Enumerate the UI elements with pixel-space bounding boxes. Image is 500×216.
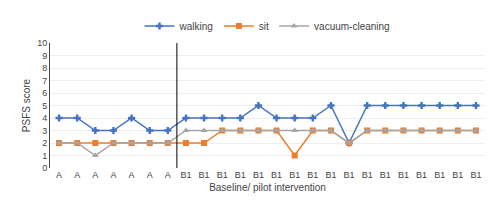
svg-text:A: A (74, 170, 80, 180)
svg-text:7: 7 (42, 76, 47, 86)
svg-text:B1: B1 (217, 170, 228, 180)
svg-text:B1: B1 (398, 170, 409, 180)
svg-text:B1: B1 (380, 170, 391, 180)
svg-text:B1: B1 (344, 170, 355, 180)
svg-text:B1: B1 (199, 170, 210, 180)
svg-text:3: 3 (42, 126, 47, 136)
svg-text:B1: B1 (362, 170, 373, 180)
svg-text:sit: sit (259, 21, 269, 32)
svg-text:5: 5 (42, 101, 47, 111)
svg-text:4: 4 (42, 113, 47, 123)
svg-text:B1: B1 (235, 170, 246, 180)
svg-text:A: A (147, 170, 153, 180)
svg-text:2: 2 (42, 138, 47, 148)
svg-text:B1: B1 (452, 170, 463, 180)
svg-text:A: A (110, 170, 116, 180)
svg-text:0: 0 (42, 163, 47, 173)
svg-text:B1: B1 (253, 170, 264, 180)
svg-text:B1: B1 (307, 170, 318, 180)
svg-text:A: A (129, 170, 135, 180)
svg-text:B1: B1 (180, 170, 191, 180)
svg-text:PSFS score: PSFS score (21, 78, 32, 132)
svg-text:9: 9 (42, 51, 47, 61)
svg-text:A: A (165, 170, 171, 180)
svg-text:B1: B1 (416, 170, 427, 180)
svg-text:walking: walking (179, 21, 213, 32)
svg-text:6: 6 (42, 88, 47, 98)
svg-text:vacuum-cleaning: vacuum-cleaning (314, 21, 390, 32)
svg-text:A: A (56, 170, 62, 180)
svg-text:B1: B1 (289, 170, 300, 180)
svg-text:B1: B1 (271, 170, 282, 180)
svg-text:B1: B1 (434, 170, 445, 180)
svg-text:1: 1 (42, 151, 47, 161)
svg-text:B1: B1 (470, 170, 481, 180)
svg-text:10: 10 (37, 38, 47, 48)
svg-text:8: 8 (42, 63, 47, 73)
svg-text:A: A (92, 170, 98, 180)
svg-text:Baseline/ pilot intervention: Baseline/ pilot intervention (209, 182, 326, 193)
svg-text:B1: B1 (325, 170, 336, 180)
